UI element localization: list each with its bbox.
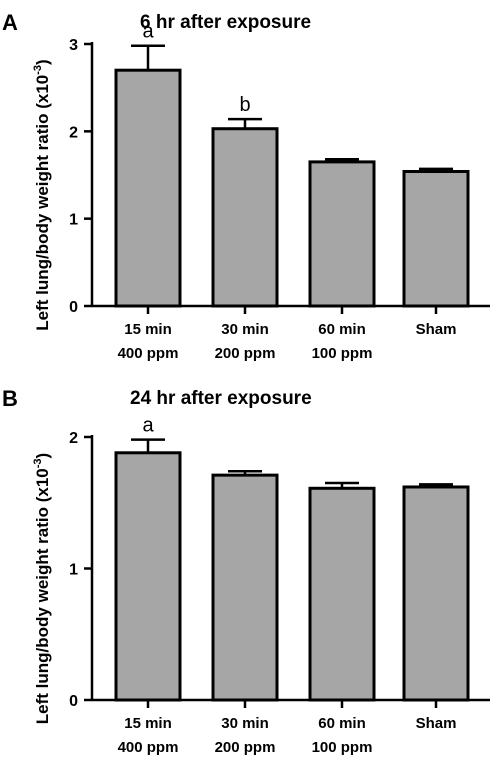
panel-b: B 24 hr after exposure Left lung/body weig…: [0, 380, 492, 758]
bar: [402, 485, 470, 702]
y-tick-label: 1: [69, 562, 78, 579]
bar: [114, 451, 182, 702]
y-axis-label: Left lung/body weight ratio (x10-3): [32, 59, 52, 330]
chart-title: 6 hr after exposure: [140, 12, 311, 33]
x-tick-label: 15 min: [124, 321, 172, 338]
x-tick-label: 30 min: [221, 321, 269, 338]
y-axis-label: Left lung/body weight ratio (x10-3): [32, 453, 52, 724]
chart-title: 24 hr after exposure: [130, 388, 312, 409]
x-tick-label-line2: 100 ppm: [312, 345, 373, 362]
panel-letter: A: [2, 10, 18, 35]
x-tick-label: 30 min: [221, 715, 269, 732]
x-tick-label-line2: 400 ppm: [118, 739, 179, 756]
bar: [308, 486, 376, 702]
bar: [308, 160, 376, 308]
x-tick-label-line2: 200 ppm: [215, 345, 276, 362]
x-tick-label: Sham: [416, 715, 457, 732]
panel-a: A 6 hr after exposure Left lung/body weigh…: [2, 10, 490, 362]
bar: [211, 473, 279, 702]
x-tick-label-line2: 100 ppm: [312, 739, 373, 756]
x-tick-label: 60 min: [318, 321, 366, 338]
x-tick-label-line2: 400 ppm: [118, 345, 179, 362]
y-tick-label: 0: [69, 299, 78, 316]
bar: [211, 127, 279, 308]
y-tick-label: 2: [69, 124, 78, 141]
significance-label: a: [142, 21, 154, 43]
y-tick-label: 0: [69, 693, 78, 710]
bar: [402, 170, 470, 308]
chart-b: B 24 hr after exposure Left lung/body weig…: [2, 386, 490, 756]
x-tick-label: 15 min: [124, 715, 172, 732]
x-tick-label: Sham: [416, 321, 457, 338]
y-tick-label: 3: [69, 37, 78, 54]
panel-letter: B: [2, 386, 18, 411]
bar: [114, 68, 182, 308]
y-tick-label: 1: [69, 212, 78, 229]
x-tick-label-line2: 200 ppm: [215, 739, 276, 756]
chart-a: A 6 hr after exposure Left lung/body weigh…: [2, 10, 490, 362]
x-tick-label: 60 min: [318, 715, 366, 732]
significance-label: b: [239, 94, 250, 116]
significance-label: a: [142, 415, 154, 437]
y-tick-label: 2: [69, 430, 78, 447]
